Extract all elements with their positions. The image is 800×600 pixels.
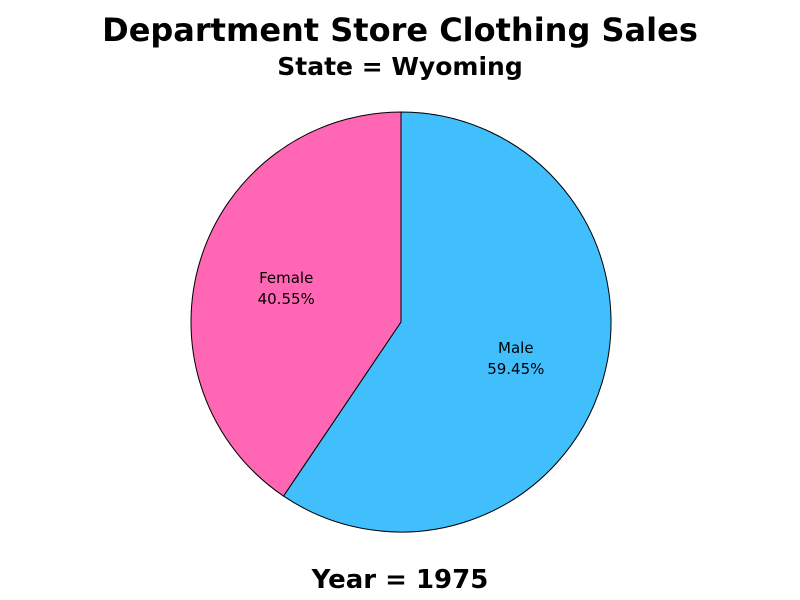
slice-value-male: 59.45%: [487, 360, 544, 378]
pie-slice-male: [282, 111, 612, 533]
slice-value-female: 40.55%: [258, 290, 315, 308]
slice-label-female: Female: [259, 269, 313, 287]
chart-title: Department Store Clothing Sales: [102, 11, 698, 49]
chart-subtitle: State = Wyoming: [277, 52, 523, 81]
pie-slice-female: [190, 111, 402, 497]
pie-labels: Male 59.45% Female 40.55%: [258, 269, 545, 378]
chart-footnote: Year = 1975: [311, 565, 489, 595]
pie-slices: [190, 111, 612, 533]
slice-label-male: Male: [498, 339, 534, 357]
